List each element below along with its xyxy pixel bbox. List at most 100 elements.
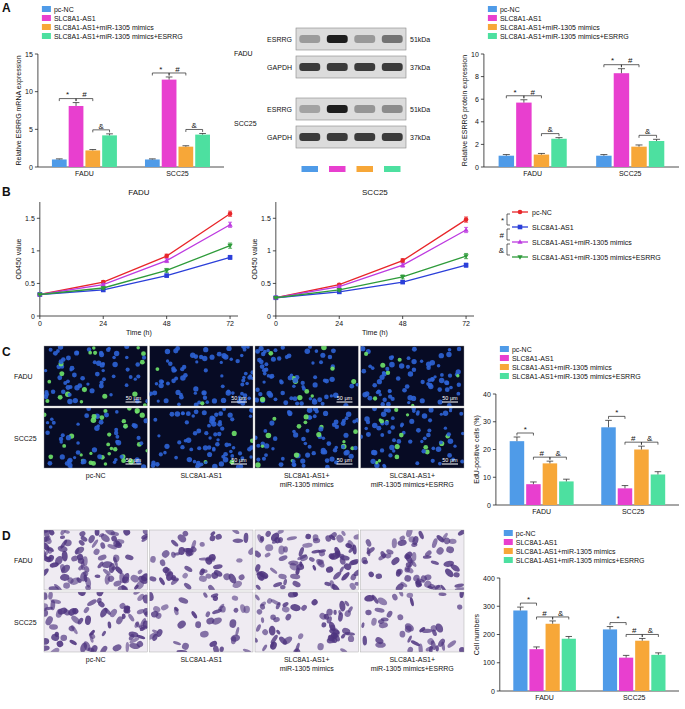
stained-cell <box>213 564 223 570</box>
nucleus <box>430 377 435 382</box>
nucleus <box>292 430 296 434</box>
stained-cell <box>397 614 404 621</box>
stained-cell <box>441 532 449 542</box>
stained-cell <box>403 622 415 634</box>
nucleus <box>175 346 180 351</box>
lane-swatch <box>302 166 319 172</box>
legend-label: SLC8A1-AS1 <box>54 15 96 22</box>
nucleus <box>49 348 53 352</box>
micrograph <box>255 592 359 652</box>
bar <box>559 481 574 505</box>
nucleus <box>446 352 451 357</box>
stained-cell <box>302 542 313 548</box>
marker <box>164 269 169 274</box>
nucleus <box>168 361 173 366</box>
stained-cell <box>77 592 87 597</box>
nucleus <box>52 421 56 425</box>
error-bar <box>530 482 537 484</box>
nucleus <box>116 440 121 445</box>
nucleus <box>302 464 306 468</box>
tick <box>493 421 496 422</box>
stained-cell <box>260 536 264 542</box>
tick <box>37 283 40 284</box>
significance: & <box>558 609 564 618</box>
nucleus <box>389 445 394 450</box>
panel-letter: D <box>2 529 11 543</box>
bar <box>69 106 84 167</box>
nucleus <box>322 436 326 440</box>
stained-cell <box>365 610 371 616</box>
stained-cell <box>87 647 95 652</box>
nucleus <box>207 424 211 428</box>
nucleus <box>372 383 377 388</box>
nucleus <box>407 356 411 360</box>
tick <box>39 316 40 319</box>
legend-label: SLC8A1-AS1 <box>532 224 574 231</box>
nucleus <box>221 384 225 388</box>
nucleus <box>204 368 208 372</box>
error-bar <box>555 138 562 139</box>
tick-label: 300 <box>483 603 495 610</box>
bar <box>499 156 514 167</box>
stained-cell <box>139 625 148 630</box>
error-bar <box>182 145 189 147</box>
micrograph <box>255 346 359 406</box>
stained-cell <box>392 538 398 548</box>
edu-nucleus <box>266 433 272 439</box>
nucleus <box>389 362 395 368</box>
nucleus <box>399 363 404 368</box>
error-bar <box>563 479 570 481</box>
nucleus <box>193 386 198 391</box>
nucleus <box>177 402 181 406</box>
stained-cell <box>173 608 179 616</box>
tick-label: 0 <box>38 320 42 327</box>
legend-label: SLC8A1-AS1 <box>516 539 558 546</box>
stained-cell <box>69 639 78 646</box>
nucleus <box>185 420 189 424</box>
column-label: SLC8A1-AS1+miR-1305 mimics <box>280 472 335 488</box>
stained-cell <box>328 534 336 542</box>
stained-cell <box>63 582 70 589</box>
nucleus <box>391 416 395 420</box>
tick <box>275 316 276 319</box>
edu-nucleus <box>304 414 309 419</box>
scale-label: 50 μm <box>126 395 142 401</box>
nucleus <box>70 366 75 371</box>
tick <box>166 316 167 319</box>
stained-cell <box>352 544 357 554</box>
stained-cell <box>44 638 49 645</box>
nucleus <box>361 435 364 440</box>
stained-cell <box>439 584 447 590</box>
stained-cell <box>407 593 414 598</box>
nucleus <box>328 355 332 359</box>
nucleus <box>212 464 218 468</box>
nucleus <box>262 368 267 373</box>
stained-cell <box>160 549 171 560</box>
stained-cell <box>284 613 292 622</box>
edu-nucleus <box>136 346 140 350</box>
nucleus <box>249 408 253 413</box>
blot-band <box>382 35 403 43</box>
row-label: FADU <box>14 373 33 380</box>
nucleus <box>86 408 91 411</box>
stained-cell <box>106 574 115 583</box>
edu-nucleus <box>297 395 302 400</box>
nucleus <box>407 401 410 404</box>
tick <box>481 121 484 122</box>
marker <box>518 225 523 230</box>
edu-nucleus <box>272 417 276 421</box>
marker <box>400 275 405 280</box>
micrograph <box>255 408 359 468</box>
stained-cell <box>44 610 48 617</box>
edu-nucleus <box>110 447 114 451</box>
micrograph <box>150 592 254 652</box>
nucleus <box>287 411 292 416</box>
image-frame <box>150 592 254 652</box>
tick-label: 0 <box>487 502 491 509</box>
significance: # <box>631 434 636 443</box>
tick-label: 0 <box>475 164 479 171</box>
column-label-line: pc-NC <box>86 656 106 664</box>
edu-nucleus <box>80 400 83 403</box>
stained-cell <box>339 600 346 611</box>
edu-nucleus <box>44 412 47 417</box>
